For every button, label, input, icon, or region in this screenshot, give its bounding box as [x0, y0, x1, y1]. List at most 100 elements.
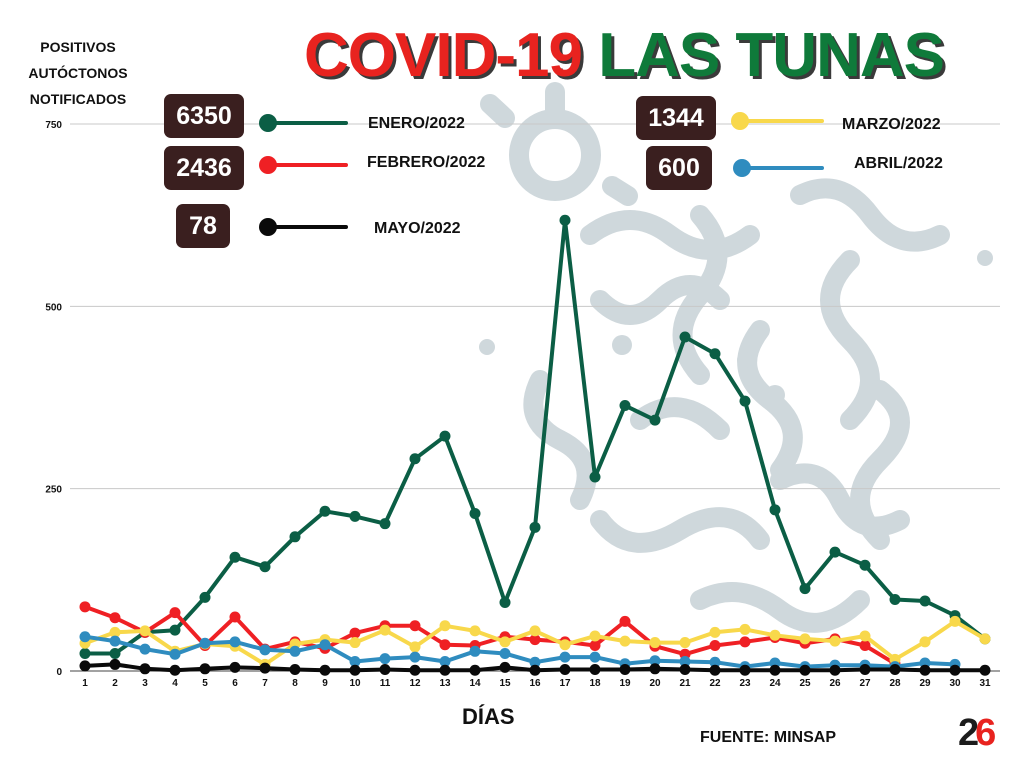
data-point-mayo	[589, 664, 601, 676]
data-point-mayo	[319, 664, 331, 676]
data-point-abril	[589, 651, 601, 663]
data-point-febrero	[79, 601, 91, 613]
data-point-febrero	[619, 615, 631, 627]
data-point-marzo	[379, 624, 391, 636]
data-point-abril	[169, 648, 181, 660]
legend-label-enero: ENERO/2022	[368, 115, 465, 132]
data-point-enero	[799, 583, 811, 595]
data-point-marzo	[679, 637, 691, 649]
brand-logo: 26	[958, 712, 996, 755]
x-tick-label: 29	[919, 678, 931, 689]
data-point-enero	[739, 395, 751, 407]
x-tick-label: 21	[679, 678, 691, 689]
data-point-mayo	[979, 664, 991, 676]
data-point-marzo	[439, 620, 451, 632]
data-point-mayo	[949, 664, 961, 676]
data-point-mayo	[619, 664, 631, 676]
x-tick-label: 5	[202, 678, 208, 689]
data-point-febrero	[169, 607, 181, 619]
x-tick-label: 17	[559, 678, 571, 689]
legend-label-marzo: MARZO/2022	[842, 116, 941, 133]
data-point-febrero	[739, 636, 751, 648]
data-point-mayo	[889, 664, 901, 676]
data-point-febrero	[709, 639, 721, 651]
data-point-abril	[139, 643, 151, 655]
legend-label-abril: ABRIL/2022	[854, 155, 943, 172]
data-point-marzo	[619, 635, 631, 647]
data-point-abril	[559, 651, 571, 663]
data-point-marzo	[799, 633, 811, 645]
y-tick-label: 250	[45, 485, 62, 496]
data-point-mayo	[739, 664, 751, 676]
data-point-marzo	[769, 629, 781, 641]
data-point-enero	[259, 561, 271, 573]
data-point-enero	[829, 546, 841, 558]
data-point-abril	[289, 645, 301, 657]
data-point-mayo	[259, 662, 271, 674]
x-tick-label: 2	[112, 678, 118, 689]
data-point-mayo	[169, 664, 181, 676]
data-point-mayo	[769, 664, 781, 676]
data-point-febrero	[409, 620, 421, 632]
x-tick-label: 9	[322, 678, 328, 689]
data-point-abril	[259, 644, 271, 656]
title-part-covid: COVID-19	[304, 21, 583, 90]
data-point-enero	[769, 504, 781, 516]
x-tick-label: 11	[380, 678, 391, 689]
legend-marker-febrero	[259, 156, 277, 174]
data-point-abril	[649, 655, 661, 667]
data-point-febrero	[859, 639, 871, 651]
data-point-marzo	[919, 636, 931, 648]
data-point-enero	[889, 594, 901, 606]
data-point-marzo	[109, 626, 121, 638]
x-tick-label: 8	[292, 678, 298, 689]
x-tick-label: 22	[709, 678, 721, 689]
data-point-enero	[919, 595, 931, 607]
y-tick-label: 0	[56, 667, 62, 678]
data-point-enero	[709, 348, 721, 360]
title-part-las-tunas: LAS TUNAS	[598, 21, 945, 90]
data-point-abril	[199, 637, 211, 649]
data-point-enero	[469, 507, 481, 519]
x-tick-label: 3	[142, 678, 148, 689]
series-line-enero	[83, 218, 987, 656]
legend-label-mayo: MAYO/2022	[374, 220, 461, 237]
data-point-mayo	[79, 660, 91, 672]
data-point-marzo	[949, 615, 961, 627]
data-point-mayo	[799, 664, 811, 676]
data-point-mayo	[559, 664, 571, 676]
x-tick-label: 4	[172, 678, 178, 689]
x-tick-label: 15	[499, 678, 511, 689]
data-point-abril	[319, 639, 331, 651]
data-point-marzo	[859, 630, 871, 642]
data-point-abril	[709, 656, 721, 668]
data-point-mayo	[379, 664, 391, 676]
data-point-mayo	[109, 658, 121, 670]
data-point-abril	[679, 656, 691, 668]
x-tick-label: 25	[799, 678, 811, 689]
series-line-febrero	[83, 604, 897, 666]
series-mayo	[79, 658, 991, 676]
y-axis-label-line-3: NOTIFICADOS	[29, 91, 127, 107]
data-point-marzo	[979, 633, 991, 645]
data-point-enero	[409, 453, 421, 465]
data-point-mayo	[229, 661, 241, 673]
data-point-marzo	[589, 630, 601, 642]
data-point-febrero	[349, 627, 361, 639]
y-tick-label: 750	[45, 120, 62, 131]
data-point-enero	[229, 551, 241, 563]
data-point-enero	[379, 518, 391, 530]
data-point-abril	[499, 647, 511, 659]
data-point-enero	[859, 559, 871, 571]
data-point-abril	[349, 656, 361, 668]
x-tick-label: 24	[769, 678, 781, 689]
x-tick-label: 6	[232, 678, 238, 689]
data-point-enero	[109, 647, 121, 659]
data-point-mayo	[439, 664, 451, 676]
data-point-marzo	[499, 636, 511, 648]
data-point-enero	[679, 331, 691, 343]
data-point-marzo	[739, 623, 751, 635]
data-point-abril	[439, 656, 451, 668]
data-point-marzo	[349, 637, 361, 649]
data-point-mayo	[859, 664, 871, 676]
